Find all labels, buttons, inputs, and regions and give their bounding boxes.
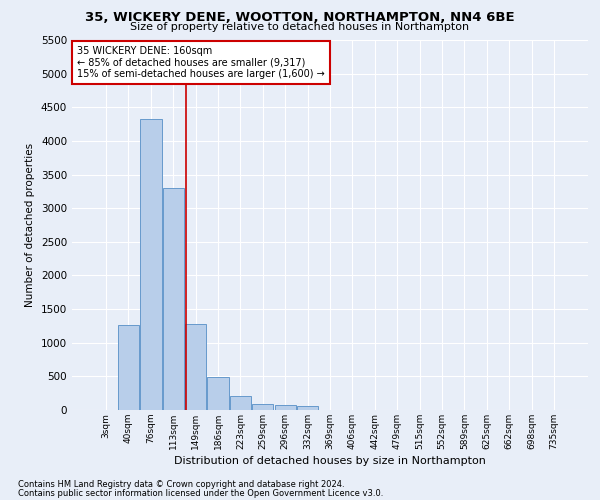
X-axis label: Distribution of detached houses by size in Northampton: Distribution of detached houses by size … (174, 456, 486, 466)
Bar (185, 324, 206, 410)
Text: 35 WICKERY DENE: 160sqm
← 85% of detached houses are smaller (9,317)
15% of semi: 35 WICKERY DENE: 160sqm ← 85% of detache… (77, 46, 325, 79)
Y-axis label: Number of detached properties: Number of detached properties (25, 143, 35, 307)
Bar (297, 406, 318, 410)
Text: Contains HM Land Registry data © Crown copyright and database right 2024.: Contains HM Land Registry data © Crown c… (18, 480, 344, 489)
Text: Contains public sector information licensed under the Open Government Licence v3: Contains public sector information licen… (18, 488, 383, 498)
Bar (118, 324, 139, 410)
Bar (230, 396, 251, 410)
Bar (208, 377, 229, 410)
Bar (163, 188, 184, 410)
Text: 35, WICKERY DENE, WOOTTON, NORTHAMPTON, NN4 6BE: 35, WICKERY DENE, WOOTTON, NORTHAMPTON, … (85, 11, 515, 24)
Text: Size of property relative to detached houses in Northampton: Size of property relative to detached ho… (130, 22, 470, 32)
Bar (140, 118, 161, 410)
Bar (252, 404, 274, 410)
Bar (275, 406, 296, 410)
